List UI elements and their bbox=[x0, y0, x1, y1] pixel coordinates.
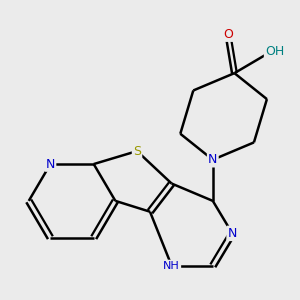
Text: S: S bbox=[133, 145, 141, 158]
Text: N: N bbox=[208, 153, 218, 166]
Text: O: O bbox=[223, 28, 233, 41]
Text: NH: NH bbox=[163, 261, 180, 271]
Text: N: N bbox=[46, 158, 55, 171]
Text: N: N bbox=[228, 227, 237, 240]
Text: OH: OH bbox=[265, 45, 284, 58]
